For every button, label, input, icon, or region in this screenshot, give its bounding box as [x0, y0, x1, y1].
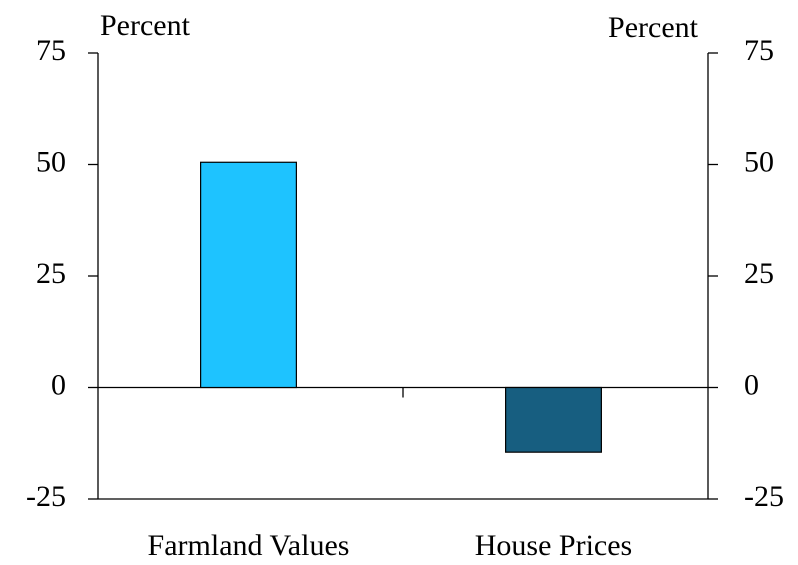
y2-tick-label: 75	[744, 34, 774, 67]
y2-tick-label: -25	[744, 480, 784, 513]
y-tick-label: 75	[36, 34, 66, 67]
y-tick-label: 25	[36, 257, 66, 290]
y2-axis-label: Percent	[608, 11, 699, 44]
y2-tick-label: 50	[744, 145, 774, 178]
x-tick-label: House Prices	[475, 529, 632, 562]
y-tick-label: -25	[26, 480, 66, 513]
x-tick-label: Farmland Values	[148, 529, 350, 562]
y2-tick-label: 0	[744, 368, 759, 401]
bar	[200, 161, 297, 389]
y-tick-label: 50	[36, 145, 66, 178]
y2-tick-label: 25	[744, 257, 774, 290]
bar	[505, 386, 602, 453]
y-axis-label: Percent	[100, 9, 191, 42]
y-tick-label: 0	[51, 368, 66, 401]
